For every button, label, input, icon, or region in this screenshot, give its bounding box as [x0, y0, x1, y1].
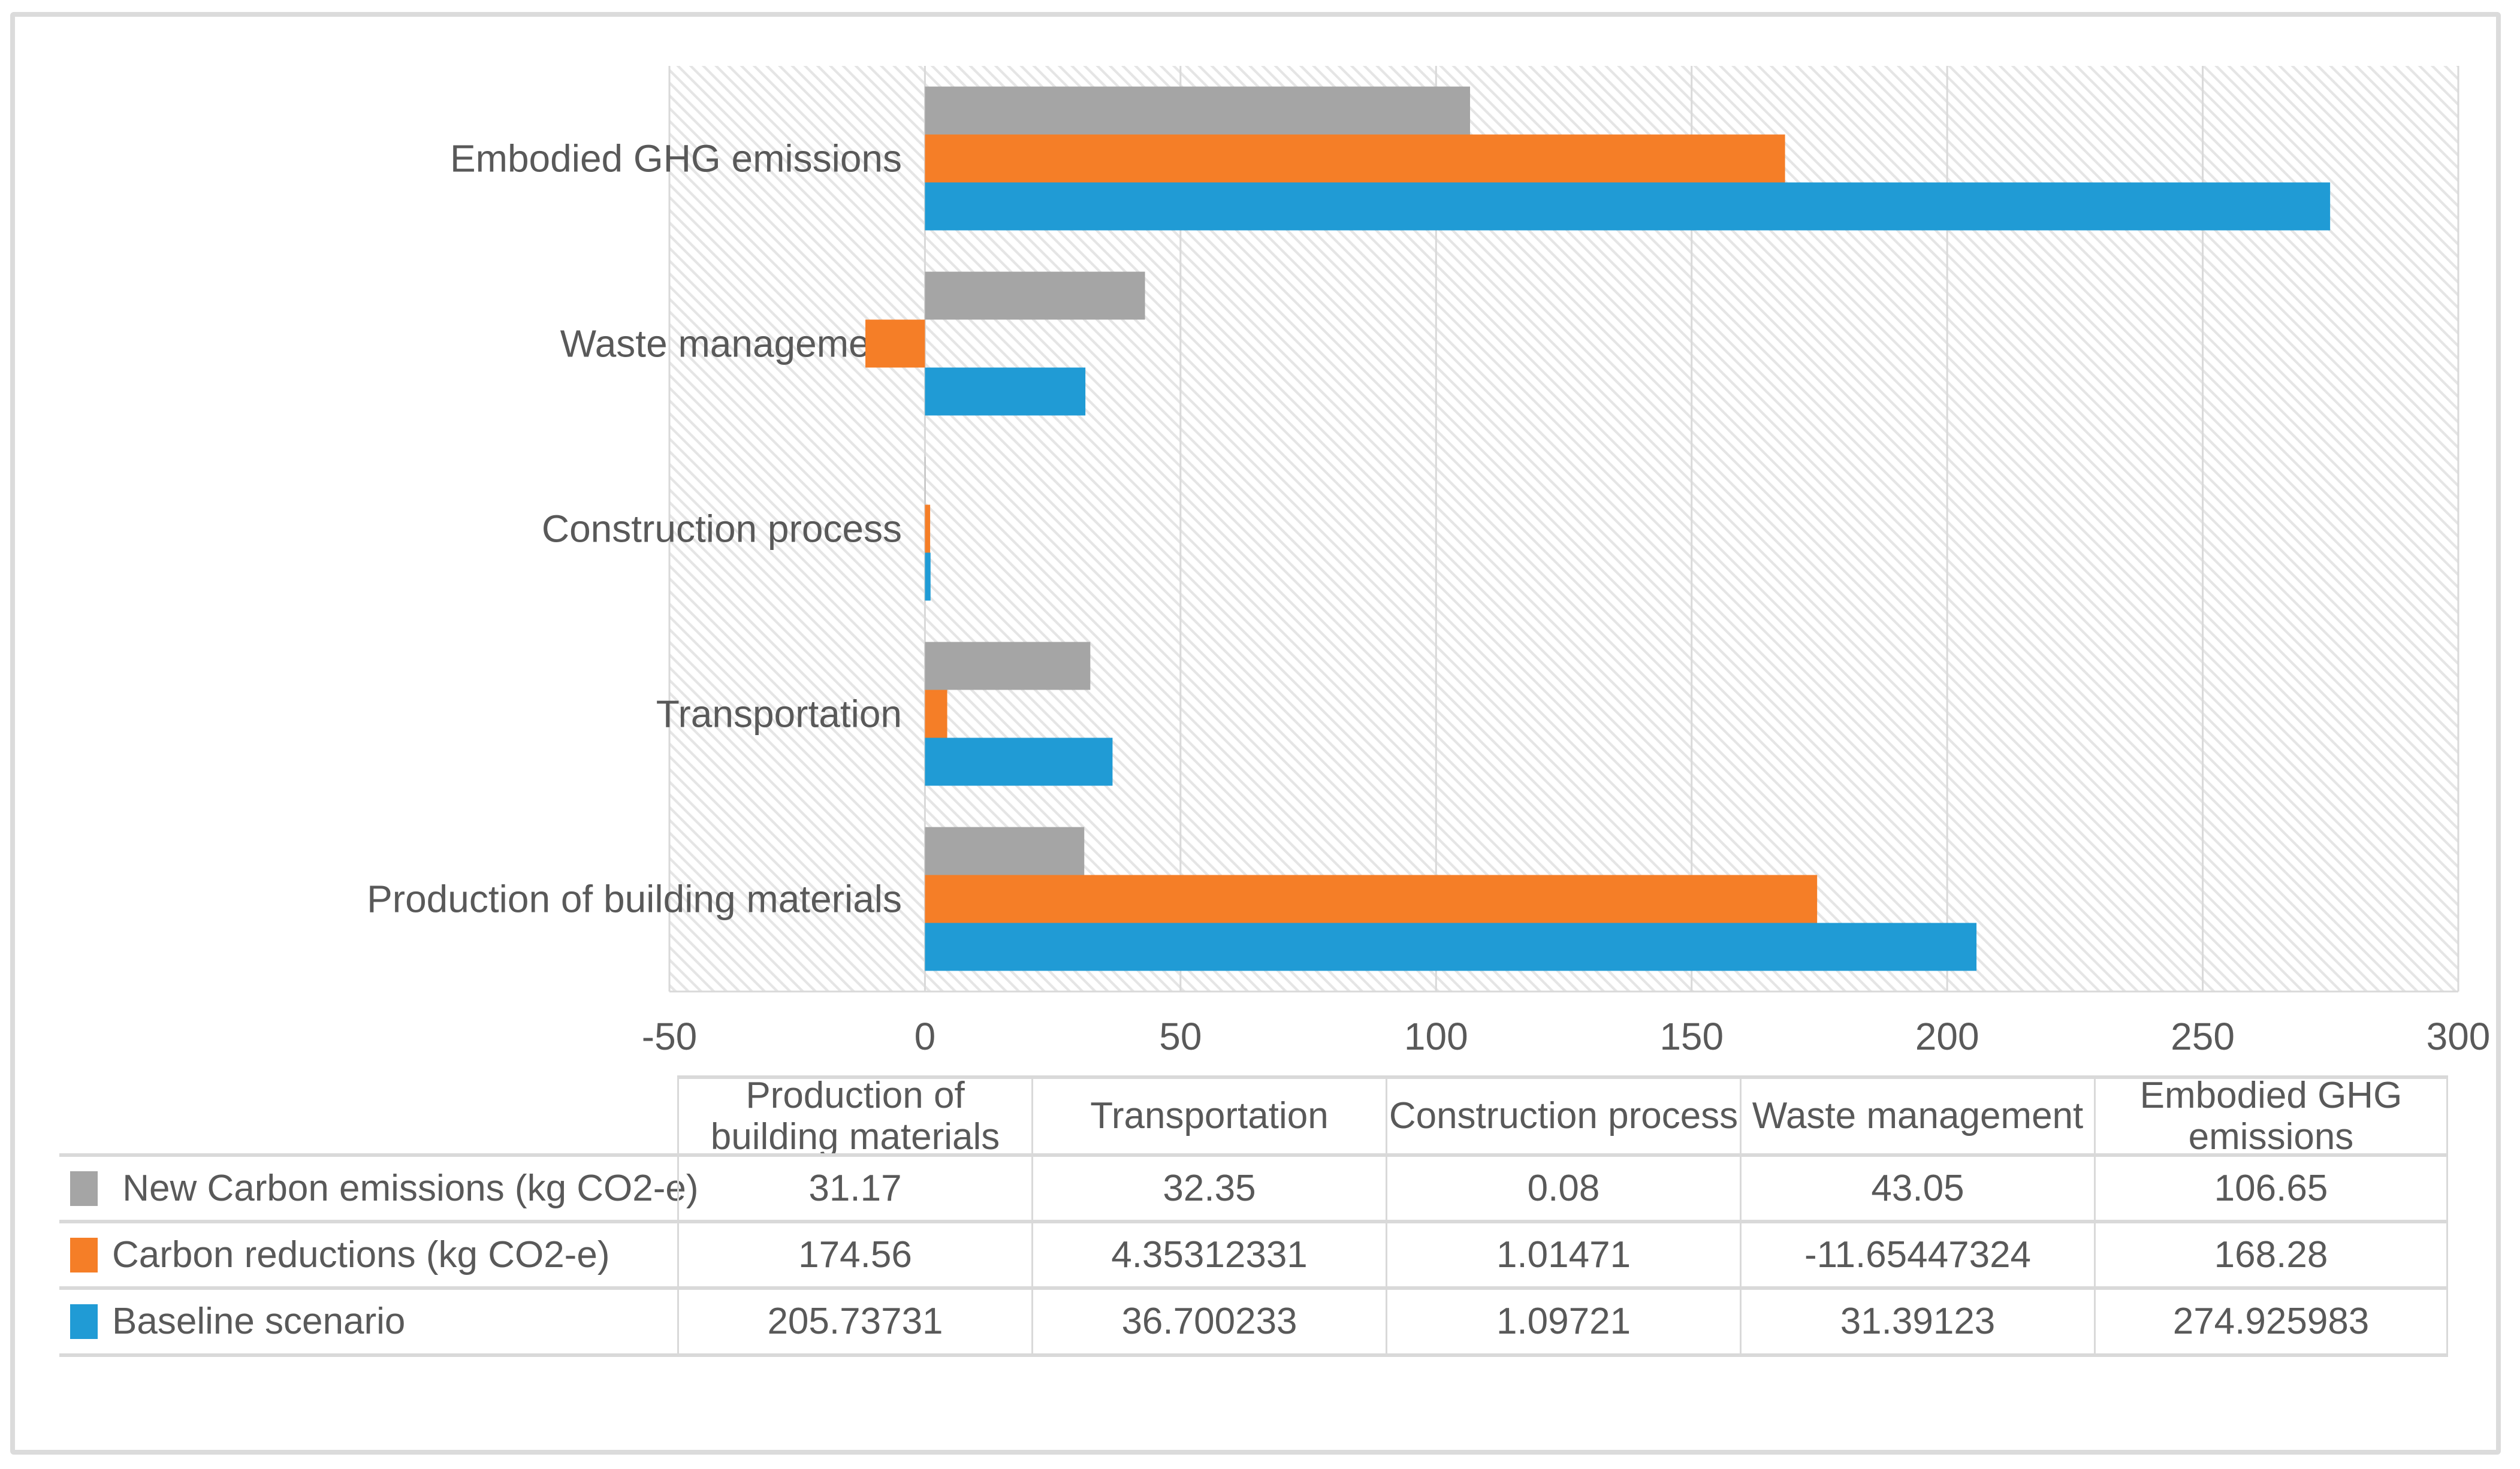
x-tick-label-200: 200: [1915, 1015, 1979, 1058]
column-header-embodied-ghg-emissions: Embodied GHG emissions: [2094, 1075, 2448, 1157]
table-value: 31.39123: [1740, 1286, 2094, 1353]
bar-new-carbon-emissions-kg-co2-e-waste-management[interactable]: [925, 271, 1145, 320]
table-value: 274.925983: [2094, 1286, 2448, 1353]
bar-baseline-scenario-embodied-ghg-emissions[interactable]: [925, 182, 2331, 231]
bar-new-carbon-emissions-kg-co2-e-production-of-building-materials[interactable]: [925, 827, 1085, 875]
table-value: 106.65: [2094, 1153, 2448, 1220]
legend-item-carbon-reductions: Carbon reductions (kg CO2-e): [59, 1220, 677, 1286]
table-value: 1.09721: [1386, 1286, 1740, 1353]
x-tick-label--50: -50: [642, 1015, 698, 1058]
legend-label: New Carbon emissions (kg CO2-e): [112, 1167, 699, 1209]
bar-new-carbon-emissions-kg-co2-e-embodied-ghg-emissions[interactable]: [925, 86, 1471, 135]
legend-label: Baseline scenario: [112, 1301, 406, 1343]
bar-carbon-reductions-kg-co2-e-construction-process[interactable]: [925, 504, 931, 553]
x-tick-label-100: 100: [1404, 1015, 1468, 1058]
x-tick-label-150: 150: [1659, 1015, 1724, 1058]
bar-carbon-reductions-kg-co2-e-production-of-building-materials[interactable]: [925, 875, 1818, 923]
legend-swatch-gray: [70, 1171, 98, 1206]
bar-carbon-reductions-kg-co2-e-transportation[interactable]: [925, 690, 947, 738]
bar-baseline-scenario-construction-process[interactable]: [925, 552, 931, 601]
bar-baseline-scenario-production-of-building-materials[interactable]: [925, 923, 1977, 971]
legend-label: Carbon reductions (kg CO2-e): [112, 1234, 610, 1275]
bar-carbon-reductions-kg-co2-e-embodied-ghg-emissions[interactable]: [925, 134, 1785, 183]
table-value: 0.08: [1386, 1153, 1740, 1220]
bar-carbon-reductions-kg-co2-e-waste-management[interactable]: [865, 319, 925, 368]
x-tick-label-0: 0: [915, 1015, 936, 1058]
table-value: -11.65447324: [1740, 1220, 2094, 1286]
bar-baseline-scenario-waste-management[interactable]: [925, 367, 1086, 416]
table-value: 168.28: [2094, 1220, 2448, 1286]
category-label-production-of-building-materials: Production of building materials: [367, 878, 902, 921]
x-tick-label-50: 50: [1159, 1015, 1202, 1058]
bar-new-carbon-emissions-kg-co2-e-transportation[interactable]: [925, 642, 1091, 690]
bar-baseline-scenario-transportation[interactable]: [925, 737, 1113, 786]
column-header-transportation: Transportation: [1031, 1075, 1386, 1153]
x-tick-label-300: 300: [2427, 1015, 2491, 1058]
table-corner-cell: [59, 1075, 677, 1153]
table-value: 31.17: [677, 1153, 1031, 1220]
category-label-construction-process: Construction process: [542, 507, 902, 551]
table-value: 1.01471: [1386, 1220, 1740, 1286]
column-header-production-of-building-materials: Production of building materials: [677, 1075, 1031, 1157]
table-value: 205.73731: [677, 1286, 1031, 1353]
table-value: 4.35312331: [1031, 1220, 1386, 1286]
bar-chart: Production of building materials Transpor…: [367, 66, 2491, 1058]
legend-swatch-blue: [70, 1304, 98, 1339]
legend-item-baseline-scenario: Baseline scenario: [59, 1286, 677, 1353]
table-value: 36.700233: [1031, 1286, 1386, 1353]
category-label-transportation: Transportation: [656, 693, 902, 736]
chart-data-table: Production of building materials Transpo…: [59, 1075, 2448, 1357]
category-label-embodied-ghg-emissions: Embodied GHG emissions: [450, 137, 902, 180]
legend-swatch-orange: [70, 1237, 98, 1272]
column-header-construction-process: Construction process: [1386, 1075, 1740, 1153]
x-tick-label-250: 250: [2171, 1015, 2235, 1058]
legend-item-new-carbon-emissions: New Carbon emissions (kg CO2-e): [59, 1153, 699, 1220]
column-header-waste-management: Waste management: [1740, 1075, 2094, 1153]
table-value: 174.56: [677, 1220, 1031, 1286]
table-value: 43.05: [1740, 1153, 2094, 1220]
category-label-waste-management: Waste management: [560, 322, 903, 365]
table-value: 32.35: [1031, 1153, 1386, 1220]
